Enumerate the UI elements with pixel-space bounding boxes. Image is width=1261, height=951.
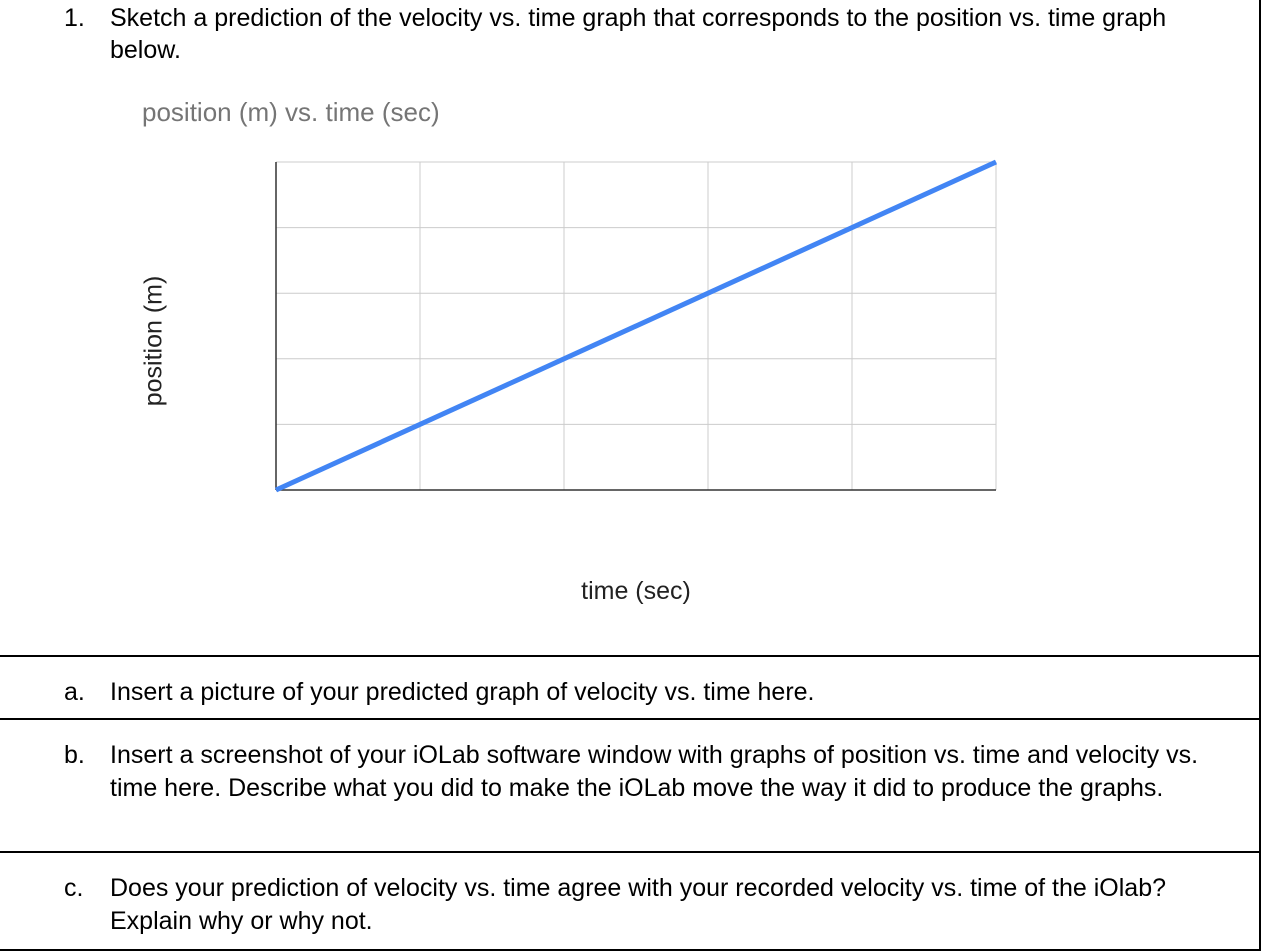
chart-title: position (m) vs. time (sec)	[142, 97, 440, 127]
divider-c	[0, 851, 1259, 853]
part-b-text: Insert a screenshot of your iOLab softwa…	[110, 741, 1199, 802]
series-line-0	[274, 159, 998, 493]
part-c-label: c.	[64, 874, 84, 902]
part-a-text: Insert a picture of your predicted graph…	[110, 678, 815, 706]
question-number: 1.	[64, 4, 85, 32]
divider-a	[0, 655, 1259, 657]
part-c-text: Does your prediction of velocity vs. tim…	[110, 874, 1167, 935]
part-b-label: b.	[64, 741, 85, 769]
divider-b	[0, 718, 1259, 720]
question-text: Sketch a prediction of the velocity vs. …	[110, 4, 1167, 64]
part-a-label: a.	[64, 678, 85, 706]
x-axis-label: time (sec)	[581, 577, 691, 605]
